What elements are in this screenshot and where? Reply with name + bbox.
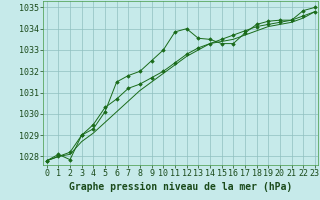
X-axis label: Graphe pression niveau de la mer (hPa): Graphe pression niveau de la mer (hPa) — [69, 182, 292, 192]
